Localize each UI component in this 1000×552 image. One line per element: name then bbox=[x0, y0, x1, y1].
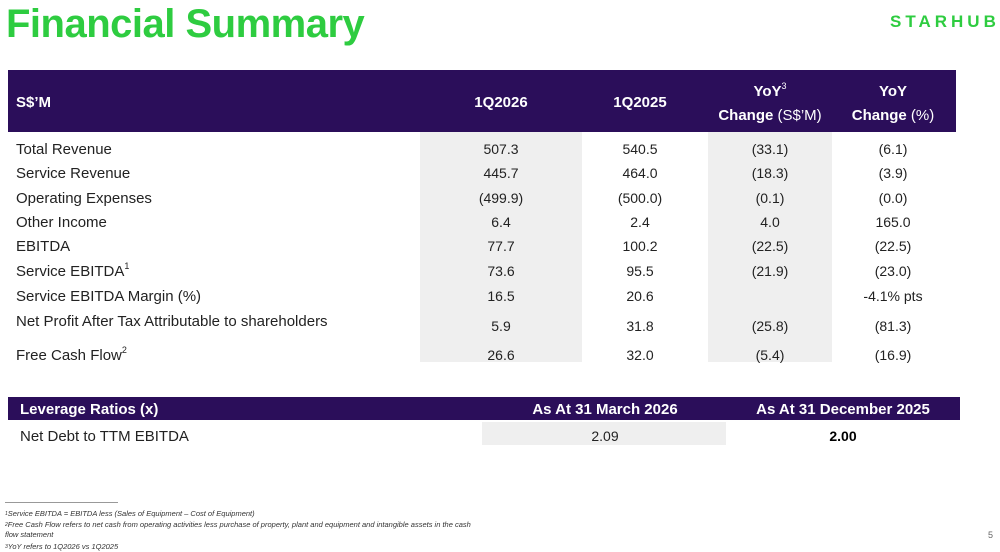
cell: 165.0 bbox=[875, 214, 911, 230]
footnote-ref: 2 bbox=[121, 345, 127, 355]
page-number: 5 bbox=[988, 530, 994, 540]
title: Financial Summary bbox=[6, 2, 365, 46]
column-header: 1Q2026 bbox=[474, 94, 528, 111]
cell: (0.1) bbox=[755, 190, 785, 206]
footnote-ref: 3 bbox=[781, 81, 787, 91]
brand: STARHUB bbox=[890, 12, 1000, 31]
row-label-text: Service Revenue bbox=[16, 165, 131, 182]
cell: 73.6 bbox=[487, 263, 515, 279]
column-header-text: YoY bbox=[878, 83, 908, 100]
cell: (3.9) bbox=[878, 165, 908, 181]
row-label: Net Debt to TTM EBITDA bbox=[20, 428, 189, 445]
cell: (500.0) bbox=[617, 190, 663, 206]
cell: (5.4) bbox=[755, 347, 785, 363]
leverage-header: As At 31 December 2025 bbox=[756, 401, 930, 418]
column-header-unit: (%) bbox=[910, 107, 935, 124]
cell: 20.6 bbox=[626, 288, 654, 304]
row-label: Total Revenue bbox=[16, 141, 112, 158]
cell: 2.00 bbox=[829, 428, 857, 444]
column-header: 1Q2025 bbox=[613, 94, 667, 111]
row-label-text: Other Income bbox=[16, 214, 107, 231]
row-label-text: Operating Expenses bbox=[16, 190, 152, 207]
footnote-text: YoY refers to 1Q2026 vs 1Q2025 bbox=[7, 542, 119, 551]
footnote-mark: 2 bbox=[5, 522, 8, 528]
cell: 16.5 bbox=[487, 288, 515, 304]
cell: (25.8) bbox=[751, 318, 789, 334]
footnote-text: Service EBITDA = EBITDA less (Sales of E… bbox=[7, 509, 255, 518]
row-label-text: EBITDA bbox=[16, 238, 71, 255]
cell: 464.0 bbox=[622, 165, 658, 181]
column-header-text: Change bbox=[718, 107, 774, 124]
row-label: EBITDA bbox=[16, 238, 70, 255]
cell: -4.1% pts bbox=[863, 288, 923, 304]
cell: 5.9 bbox=[491, 318, 511, 334]
row-label: Service Revenue bbox=[16, 165, 130, 182]
footnote-mark: 3 bbox=[5, 544, 8, 550]
footnote: 2Free Cash Flow refers to net cash from … bbox=[5, 520, 475, 540]
cell: 445.7 bbox=[483, 165, 519, 181]
column-header: Change (S$’M) bbox=[718, 107, 821, 124]
row-label-text: Total Revenue bbox=[16, 141, 112, 158]
cell: 32.0 bbox=[626, 347, 654, 363]
footnote: 3YoY refers to 1Q2026 vs 1Q2025 bbox=[5, 542, 475, 552]
column-header-unit: (S$’M) bbox=[777, 107, 822, 124]
cell: (33.1) bbox=[751, 141, 789, 157]
row-label: Service EBITDA1 bbox=[16, 261, 130, 280]
cell: (21.9) bbox=[751, 263, 789, 279]
footnote-ref: 1 bbox=[124, 261, 130, 271]
column-header-text: Change bbox=[851, 107, 907, 124]
cell: 2.4 bbox=[630, 214, 650, 230]
cell: (22.5) bbox=[751, 238, 789, 254]
header-bar bbox=[8, 70, 956, 132]
cell: 100.2 bbox=[622, 238, 658, 254]
column-header-text: YoY bbox=[753, 83, 782, 100]
cell: 540.5 bbox=[622, 141, 658, 157]
column-header: S$’M bbox=[16, 94, 52, 111]
footnote-mark: 1 bbox=[5, 511, 8, 517]
row-label: Other Income bbox=[16, 214, 107, 231]
column-header: Change (%) bbox=[852, 107, 935, 124]
cell: 26.6 bbox=[487, 347, 515, 363]
row-label-text: Service EBITDA Margin (%) bbox=[16, 288, 202, 305]
leverage-header: Leverage Ratios (x) bbox=[20, 401, 159, 418]
cell: (16.9) bbox=[874, 347, 912, 363]
cell: (0.0) bbox=[878, 190, 908, 206]
shade-col bbox=[420, 132, 582, 362]
column-header: YoY3 bbox=[753, 81, 787, 100]
shade-cell bbox=[482, 422, 726, 445]
row-label: Free Cash Flow2 bbox=[16, 345, 127, 364]
cell: (23.0) bbox=[874, 263, 912, 279]
row-label-text: Service EBITDA bbox=[16, 263, 125, 280]
column-header: YoY bbox=[879, 83, 907, 100]
cell: 507.3 bbox=[483, 141, 519, 157]
shade-col bbox=[708, 132, 832, 362]
row-label: Operating Expenses bbox=[16, 190, 152, 207]
row-label-text: Free Cash Flow bbox=[16, 347, 122, 364]
cell: 4.0 bbox=[760, 214, 780, 230]
footnote-text: Free Cash Flow refers to net cash from o… bbox=[5, 520, 471, 539]
cell: (22.5) bbox=[874, 238, 912, 254]
row-label: Net Profit After Tax Attributable to sha… bbox=[16, 313, 328, 330]
footnote-rule bbox=[5, 502, 118, 503]
cell: (499.9) bbox=[478, 190, 524, 206]
cell: 77.7 bbox=[487, 238, 515, 254]
cell: (18.3) bbox=[751, 165, 789, 181]
row-label-text: Net Profit After Tax Attributable to sha… bbox=[16, 313, 328, 330]
cell: (81.3) bbox=[874, 318, 912, 334]
cell: 6.4 bbox=[491, 214, 511, 230]
cell: 95.5 bbox=[626, 263, 654, 279]
cell: (6.1) bbox=[878, 141, 908, 157]
leverage-bar bbox=[8, 397, 960, 420]
cell: 2.09 bbox=[591, 428, 619, 444]
leverage-header: As At 31 March 2026 bbox=[532, 401, 678, 418]
footnote: 1Service EBITDA = EBITDA less (Sales of … bbox=[5, 509, 475, 519]
row-label: Service EBITDA Margin (%) bbox=[16, 288, 201, 305]
cell: 31.8 bbox=[626, 318, 654, 334]
